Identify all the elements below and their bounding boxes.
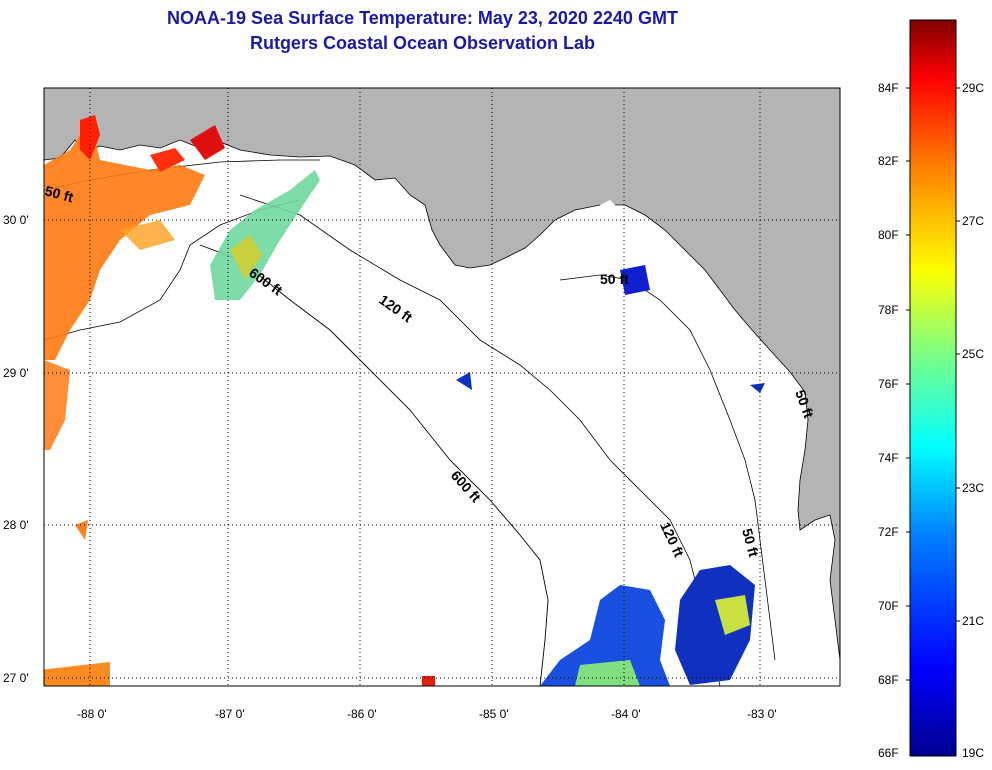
lon-label: -85 0' — [479, 707, 509, 721]
colorbar-f-label: 74F — [878, 451, 899, 465]
lon-label: -86 0' — [347, 707, 377, 721]
lat-label: 29 0' — [3, 366, 29, 380]
colorbar-c-label: 29C — [962, 81, 985, 95]
colorbar-f-label: 82F — [878, 154, 899, 168]
colorbar-c-label: 21C — [962, 614, 985, 628]
colorbar-f-label: 78F — [878, 303, 899, 317]
lat-label: 30 0' — [3, 213, 29, 227]
contour-label: 50 ft — [43, 182, 75, 205]
lat-label: 27 0' — [3, 671, 29, 685]
sst-warm-patches — [44, 115, 435, 686]
lat-label: 28 0' — [3, 518, 29, 532]
lon-label: -83 0' — [747, 707, 777, 721]
colorbar-c-label: 23C — [962, 481, 985, 495]
colorbar-f-label: 70F — [878, 599, 899, 613]
colorbar-c-label: 19C — [962, 746, 985, 760]
colorbar-f-label: 72F — [878, 525, 899, 539]
colorbar-c-label: 25C — [962, 347, 985, 361]
map-subtitle: Rutgers Coastal Ocean Observation Lab — [249, 33, 596, 53]
colorbar-f-label: 76F — [878, 377, 899, 391]
colorbar — [909, 19, 957, 757]
colorbar-f-label: 66F — [878, 746, 899, 760]
lon-label: -87 0' — [215, 707, 245, 721]
colorbar-f-label: 84F — [878, 81, 899, 95]
graticule — [44, 88, 840, 686]
lon-label: -88 0' — [77, 707, 107, 721]
contour-label: 50 ft — [739, 527, 762, 559]
colorbar-f-label: 68F — [878, 673, 899, 687]
colorbar-f-label: 80F — [878, 228, 899, 242]
colorbar-c-label: 27C — [962, 214, 985, 228]
sst-cool-patches — [210, 170, 765, 686]
lon-label: -84 0' — [611, 707, 641, 721]
map-frame — [43, 87, 841, 687]
contour-label: 50 ft — [600, 271, 629, 287]
map-title: NOAA-19 Sea Surface Temperature: May 23,… — [167, 8, 678, 28]
